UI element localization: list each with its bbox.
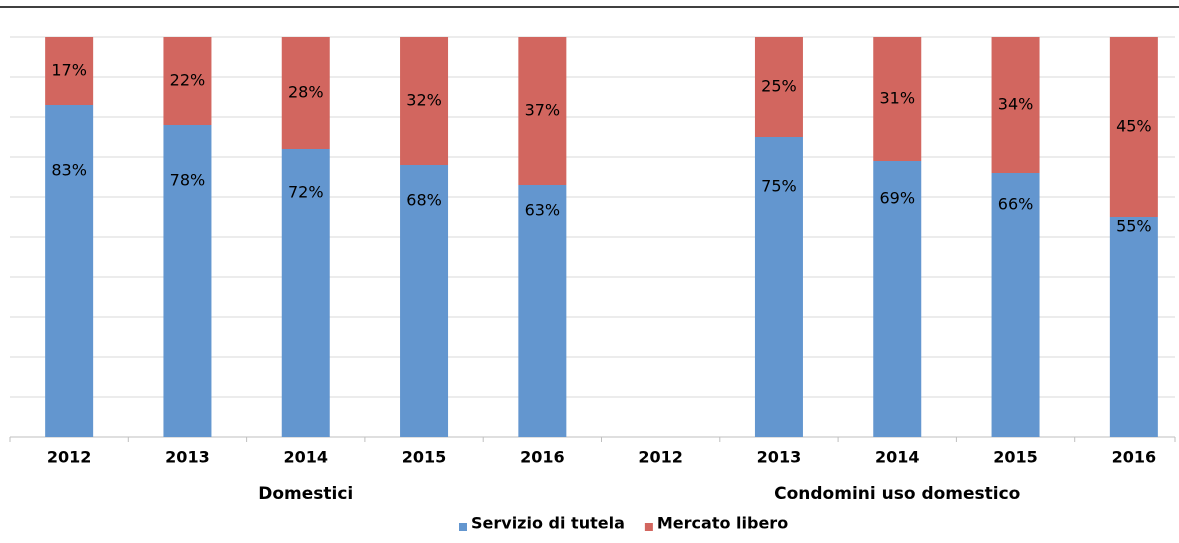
value-label: 68% [406,191,442,210]
value-label: 72% [288,183,324,202]
value-label: 66% [998,195,1034,214]
bar-segment [991,173,1040,437]
bar-segment [45,37,94,105]
legend-swatch [459,523,467,531]
x-tick-label: 2016 [1112,448,1157,467]
legend-swatch [644,523,653,531]
value-label: 17% [51,61,87,80]
value-label: 28% [288,83,324,102]
value-label: 83% [51,161,87,180]
legend-label: Mercato libero [657,514,788,533]
bar-segment [518,37,567,185]
value-label: 45% [1116,117,1152,136]
x-tick-label: 2014 [875,448,920,467]
legend-label: Servizio di tutela [471,514,625,533]
x-tick-label: 2015 [993,448,1038,467]
bar-segment [163,37,212,125]
x-tick-label: 2012 [47,448,92,467]
bar-segment [518,185,567,437]
value-label: 63% [525,201,561,220]
value-label: 75% [761,177,797,196]
bar-segment [873,161,922,437]
x-tick-label: 2014 [283,448,328,467]
value-label: 31% [879,89,915,108]
bar-segment [754,137,803,437]
bar-segment [45,105,94,437]
bar-segment [400,165,449,437]
bar-segment [281,149,330,437]
bar-segment [873,37,922,161]
bar-segment [754,37,803,137]
group-label: Condomini uso domestico [774,484,1020,504]
bar-segment [163,125,212,437]
bar-segment [281,37,330,149]
x-tick-label: 2012 [638,448,683,467]
value-label: 25% [761,77,797,96]
value-label: 69% [879,189,915,208]
value-label: 34% [998,95,1034,114]
x-tick-label: 2013 [165,448,210,467]
value-label: 55% [1116,217,1152,236]
x-tick-label: 2016 [520,448,565,467]
x-tick-label: 2015 [402,448,447,467]
value-label: 37% [525,101,561,120]
bar-segment [1109,217,1158,437]
x-tick-label: 2013 [757,448,802,467]
value-label: 22% [170,71,206,90]
value-label: 32% [406,91,442,110]
value-label: 78% [170,171,206,190]
bar-segment [1109,37,1158,217]
bar-segment [991,37,1040,173]
bar-segment [400,37,449,165]
group-label: Domestici [258,484,353,504]
